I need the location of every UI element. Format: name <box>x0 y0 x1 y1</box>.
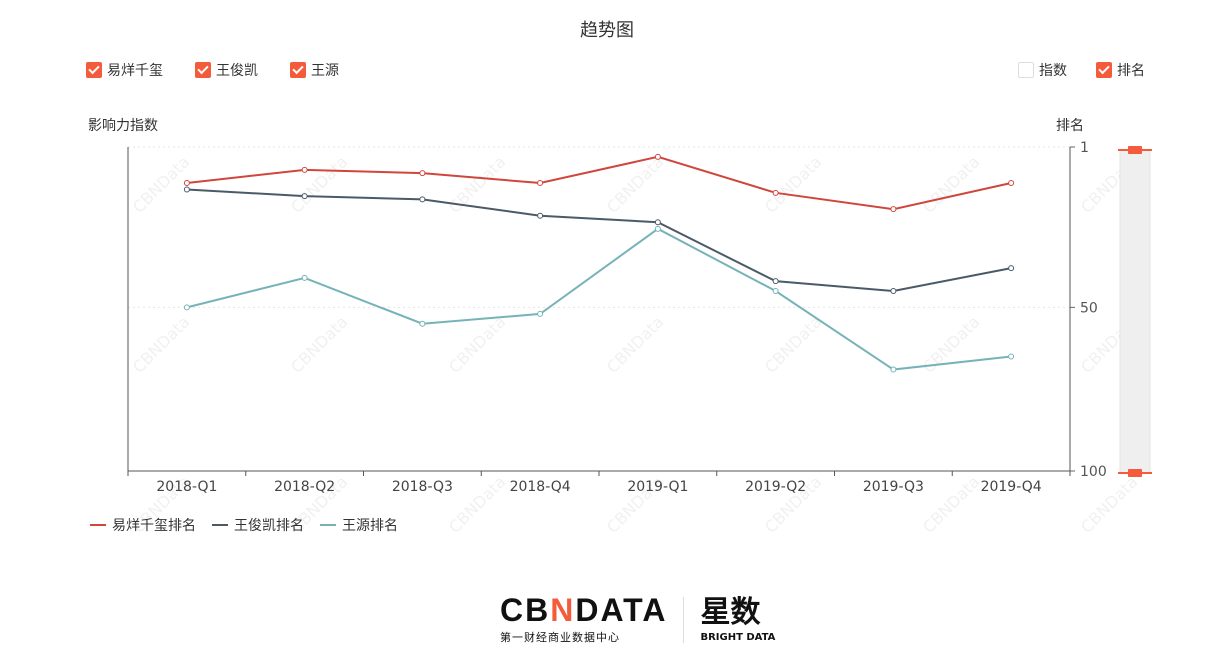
mode-rank[interactable]: 排名 <box>1096 60 1145 80</box>
filter-label: 王俊凯 <box>216 63 258 79</box>
data-point <box>301 193 308 200</box>
data-point <box>772 288 779 294</box>
checkbox-icon[interactable] <box>195 62 211 78</box>
y-tick-label: 1 <box>1080 140 1089 156</box>
legend-label: 王俊凯排名 <box>234 518 304 534</box>
slider-handle <box>1128 469 1142 477</box>
legend-item[interactable]: 王俊凯排名 <box>212 515 304 535</box>
data-point <box>1008 265 1015 272</box>
data-point <box>419 170 426 177</box>
data-point <box>419 196 426 203</box>
left-axis-title: 影响力指数 <box>88 118 158 134</box>
brand-subtitle: 第一财经商业数据中心 <box>500 631 620 644</box>
logo-divider <box>683 596 685 643</box>
data-point <box>537 180 544 186</box>
x-tick-label: 2019-Q4 <box>981 479 1042 495</box>
filter-yiyangqianxi[interactable]: 易烊千玺 <box>86 60 163 80</box>
data-point <box>772 189 779 196</box>
series-line <box>186 227 1012 371</box>
data-point <box>772 278 779 285</box>
filter-wangyuan[interactable]: 王源 <box>290 60 339 80</box>
data-point <box>301 166 308 173</box>
checkbox-icon[interactable] <box>1096 62 1112 78</box>
x-tick-label: 2019-Q3 <box>863 479 924 495</box>
data-point <box>537 212 544 219</box>
data-point <box>301 274 308 281</box>
filter-wangjunkai[interactable]: 王俊凯 <box>195 60 258 80</box>
legend-item[interactable]: 易烊千玺排名 <box>90 515 196 535</box>
data-point <box>183 186 190 193</box>
data-point <box>537 310 544 317</box>
data-point <box>1008 180 1015 186</box>
right-axis-title: 排名 <box>1056 118 1084 134</box>
data-point <box>890 366 897 373</box>
x-tick-label: 2019-Q2 <box>745 479 806 495</box>
partner-logo: 星数 <box>700 594 761 630</box>
data-point <box>654 153 661 160</box>
y-tick-label: 100 <box>1080 464 1107 480</box>
x-tick-label: 2018-Q1 <box>156 479 217 495</box>
x-tick-label: 2018-Q3 <box>392 479 453 495</box>
data-point <box>419 320 426 327</box>
x-tick-label: 2019-Q1 <box>627 479 688 495</box>
legend-label: 易烊千玺排名 <box>112 518 196 534</box>
data-point <box>654 219 661 226</box>
slider-handle <box>1128 146 1142 154</box>
mode-label: 指数 <box>1039 63 1067 79</box>
datazoom-slider <box>1119 149 1151 474</box>
legend-item[interactable]: 王源排名 <box>320 515 398 535</box>
data-point <box>183 180 190 186</box>
filter-label: 易烊千玺 <box>107 63 163 79</box>
data-point <box>183 304 190 311</box>
chart-title: 趋势图 <box>580 20 634 41</box>
series-line <box>186 155 1012 211</box>
footer-logo: CBNDATA 第一财经商业数据中心 星数 BRIGHT DATA <box>500 594 775 645</box>
line-chart: 1 50 100 2018-Q1 2018-Q2 2018-Q3 2018-Q4 2019-Q… <box>127 140 1152 495</box>
checkbox-icon[interactable] <box>1018 62 1034 78</box>
legend-line-icon <box>90 524 106 526</box>
data-point <box>654 225 661 232</box>
partner-subtitle: BRIGHT DATA <box>700 631 776 643</box>
series-line <box>186 188 1012 293</box>
data-point <box>890 206 897 213</box>
legend-line-icon <box>212 524 228 526</box>
mode-index[interactable]: 指数 <box>1018 60 1067 80</box>
checkbox-icon[interactable] <box>290 62 306 78</box>
checkbox-icon[interactable] <box>86 62 102 78</box>
x-tick-label: 2018-Q2 <box>274 479 335 495</box>
legend-line-icon <box>320 524 336 526</box>
filter-label: 王源 <box>311 63 339 79</box>
legend-label: 王源排名 <box>342 518 398 534</box>
legend: 易烊千玺排名 王俊凯排名 王源排名 <box>90 515 398 535</box>
x-tick-label: 2018-Q4 <box>510 479 571 495</box>
data-point <box>1008 353 1015 360</box>
y-tick-label: 50 <box>1080 300 1098 316</box>
mode-label: 排名 <box>1117 63 1145 79</box>
cbndata-logo: CBNDATA <box>500 592 668 628</box>
data-point <box>890 288 897 294</box>
